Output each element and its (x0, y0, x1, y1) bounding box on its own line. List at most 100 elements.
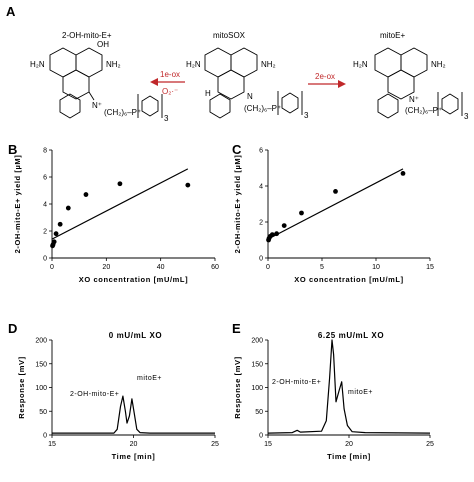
data-point (185, 182, 191, 188)
s2-phenyl-bracket (277, 91, 303, 115)
s2-h: H (205, 89, 211, 98)
s1-chain: (CH₂)₆–P⁺ (104, 108, 141, 117)
chart-d-peak-label-mitoe: mitoE+ (137, 375, 162, 382)
s1-phenyl-bracket (137, 94, 163, 118)
y-tick-label: 6 (259, 148, 263, 155)
s1-nh2-right: NH₂ (106, 60, 121, 69)
y-tick-label: 0 (259, 433, 263, 440)
y-tick-label: 0 (43, 256, 47, 263)
chart-e-peak-label-mitoe: mitoE+ (348, 389, 373, 396)
data-point (65, 205, 71, 211)
y-tick-label: 150 (35, 361, 47, 368)
s2-nh2-right: NH₂ (261, 60, 276, 69)
x-tick-label: 5 (320, 264, 324, 271)
x-tick-label: 25 (426, 441, 434, 448)
data-point (299, 210, 304, 216)
x-tick-label: 20 (345, 441, 353, 448)
y-tick-label: 150 (251, 361, 263, 368)
y-axis-title: Response [mV] (233, 356, 242, 418)
panel-b-label: B (8, 142, 17, 157)
s3-chain: (CH₂)₆–P⁺ (405, 106, 442, 115)
y-tick-label: 2 (259, 220, 263, 227)
x-tick-label: 20 (102, 264, 110, 271)
y-tick-label: 100 (251, 385, 263, 392)
data-point (269, 232, 275, 238)
arrow-1-bottom-label: O₂·⁻ (162, 87, 178, 96)
y-tick-label: 200 (251, 338, 263, 345)
panel-a-label: A (6, 4, 16, 19)
y-tick-label: 6 (43, 175, 47, 182)
data-point (274, 231, 280, 237)
x-tick-label: 15 (48, 441, 56, 448)
y-tick-label: 100 (35, 385, 47, 392)
y-axis-title: 2-OH-mito-E+ yield [µM] (233, 155, 242, 254)
y-tick-label: 2 (43, 229, 47, 236)
chart-b: 0 20 40 60 0 2 4 6 8 XO concentration [mU/mL] 2-OH… (13, 148, 219, 285)
x-tick-label: 60 (211, 264, 219, 271)
x-axis-title: Time [min] (327, 452, 371, 461)
x-tick-label: 20 (130, 441, 138, 448)
chart-e-peak-label-2-oh: 2-OH-mito-E+ (272, 379, 321, 386)
structure-2-oh-mito-e (49, 47, 103, 119)
s3-n-plus: N⁺ (409, 95, 419, 104)
x-axis-title: XO concentration [mU/mL] (79, 275, 188, 284)
s2-sub-3: 3 (304, 111, 309, 120)
s3-phenyl-bracket (437, 92, 463, 116)
y-tick-label: 4 (259, 184, 263, 191)
s2-n: N (247, 92, 253, 101)
x-tick-label: 15 (426, 264, 434, 271)
series-line (267, 339, 431, 434)
s1-sub-3: 3 (164, 114, 169, 123)
fit-line (51, 168, 189, 240)
chart-title: 6.25 mU/mL XO (318, 331, 384, 340)
chart-d: 15 20 25 0 50 100 150 200 Time [min] Response [mV… (17, 331, 219, 461)
panel-c-label: C (232, 142, 242, 157)
x-tick-label: 10 (372, 264, 380, 271)
s3-sub-3: 3 (464, 112, 469, 121)
y-tick-label: 0 (43, 433, 47, 440)
s3-nh2-left: H₂N (353, 60, 368, 69)
panel-e-label: E (232, 321, 241, 336)
structure-mitoe (374, 47, 428, 119)
s2-chain: (CH₂)₆–P⁺ (244, 104, 281, 113)
y-axis-title: 2-OH-mito-E+ yield [µM] (13, 155, 22, 254)
x-axis-title: XO concentration [mU/mL] (294, 275, 403, 284)
data-point (83, 192, 89, 197)
data-point (281, 223, 287, 229)
y-tick-label: 0 (259, 256, 263, 263)
series-line (52, 395, 215, 434)
x-tick-label: 25 (211, 441, 219, 448)
arrow-2-top-label: 2e-ox (315, 72, 335, 81)
s1-nh2-left: H₂N (30, 60, 45, 69)
data-point (51, 239, 57, 245)
chart-title: 0 mU/mL XO (109, 331, 162, 340)
chart-e: 15 20 25 0 50 100 150 200 Time [min] Response [mV… (233, 331, 434, 461)
y-tick-label: 8 (43, 148, 47, 155)
compound-2-name: mitoSOX (213, 31, 246, 40)
x-tick-label: 0 (266, 264, 270, 271)
data-point (400, 171, 406, 176)
data-point (57, 221, 63, 227)
data-point (333, 189, 338, 194)
y-tick-label: 4 (43, 202, 47, 209)
compound-3-name: mitoE+ (380, 31, 405, 40)
y-tick-label: 50 (39, 409, 47, 416)
data-point (117, 181, 123, 187)
arrow-1-top-label: 1e-ox (160, 70, 180, 79)
arrow-2e-ox (308, 80, 346, 88)
x-tick-label: 40 (157, 264, 165, 271)
compound-1-name: 2-OH-mito-E+ (62, 31, 112, 40)
y-axis-title: Response [mV] (17, 356, 26, 418)
fit-line (267, 168, 404, 240)
s3-nh2-right: NH₂ (431, 60, 446, 69)
data-point (53, 231, 59, 237)
s1-oh: OH (97, 40, 109, 49)
y-tick-label: 200 (35, 338, 47, 345)
y-tick-label: 50 (255, 409, 263, 416)
s2-nh2-left: H₂N (186, 60, 201, 69)
arrow-1e-ox (150, 78, 185, 86)
chart-c: 0 5 10 15 0 2 4 6 XO concentration [mU/mL] 2-OH-m… (233, 148, 434, 285)
structure-mitosox (204, 47, 258, 119)
s1-n-plus: N⁺ (92, 101, 102, 110)
